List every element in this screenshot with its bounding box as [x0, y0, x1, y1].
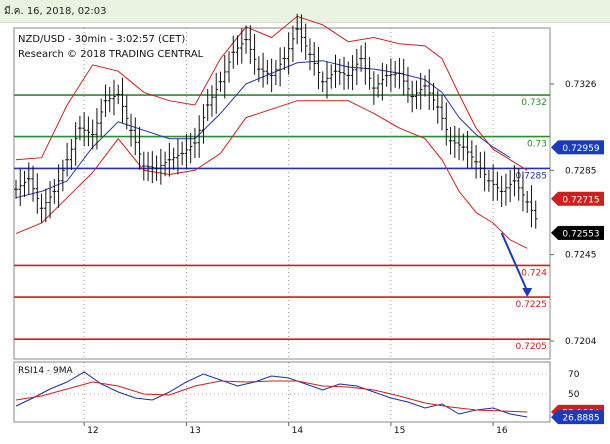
price-badge-0.72959-label: 0.72959	[562, 144, 599, 154]
price-badge-0.72959-pointer	[551, 140, 558, 155]
price-badge-0.72553-box	[558, 225, 604, 240]
x-tick-label-12: 12	[87, 426, 98, 436]
price-tick-label-0.7204: 0.7204	[565, 337, 597, 347]
forecast-arrow	[500, 232, 533, 298]
chart-subtitle: Research © 2018 TRADING CENTRAL	[18, 49, 204, 60]
level-label-0.73: 0.73	[527, 140, 547, 150]
price-tick-label-0.7285: 0.7285	[565, 166, 597, 176]
rsi-label: RSI14 - 9MA	[18, 366, 74, 376]
x-tick-label-14: 14	[292, 426, 304, 436]
rsi-badge-26.8885-box	[558, 410, 604, 425]
rsi-badge-26.8885-pointer	[551, 410, 558, 425]
date-label: มี.ค. 16, 2018, 02:03	[4, 6, 107, 17]
price-badge-0.72959-box	[558, 140, 604, 155]
price-tick-label-0.7326: 0.7326	[565, 80, 597, 90]
x-tick-label-13: 13	[189, 426, 200, 436]
level-label-0.7285: 0.7285	[516, 171, 548, 181]
price-badge-0.72715-pointer	[551, 191, 558, 206]
bollinger-lower-line	[15, 100, 528, 249]
main-panel-frame	[13, 27, 551, 360]
vertical-grid	[83, 28, 494, 422]
rsi-badge-26.8885-label: 26.8885	[562, 414, 599, 424]
price-badge-0.72553-label: 0.72553	[562, 229, 599, 239]
support-resistance-levels: 0.732 0.73 0.7285 0.724 0.7225 0.7205	[14, 94, 550, 352]
top-date-bar: มี.ค. 16, 2018, 02:03	[0, 0, 610, 23]
level-label-0.732: 0.732	[521, 98, 547, 108]
rsi-tick-label-70: 70	[568, 370, 580, 380]
x-tick-label-15: 15	[394, 426, 405, 436]
price-badge-0.72715-box	[558, 191, 604, 206]
rsi-tick-label-50: 50	[568, 390, 580, 400]
price-badge-0.72553-pointer	[551, 225, 558, 240]
chart-title: NZD/USD - 30min - 3:02:57 (CET)	[18, 34, 185, 45]
rsi-series: 70 50	[14, 370, 580, 418]
level-label-0.7225: 0.7225	[516, 300, 548, 310]
price-tick-label-0.7245: 0.7245	[565, 251, 597, 261]
level-label-0.724: 0.724	[521, 268, 547, 278]
x-tick-label-16: 16	[496, 426, 508, 436]
rsi-ma-line	[15, 380, 528, 413]
price-series	[14, 13, 538, 229]
rsi-panel-frame	[13, 361, 551, 423]
time-axis: 12 13 14 15 16	[83, 422, 508, 436]
forecast-arrow-head	[522, 288, 533, 298]
rsi-line	[15, 371, 528, 418]
price-badge-0.72715-label: 0.72715	[562, 195, 599, 205]
forecast-arrow-shaft	[500, 232, 529, 292]
price-axis: 0.7326 0.7285 0.7245 0.7204	[550, 80, 597, 347]
level-label-0.7205: 0.7205	[516, 342, 548, 352]
